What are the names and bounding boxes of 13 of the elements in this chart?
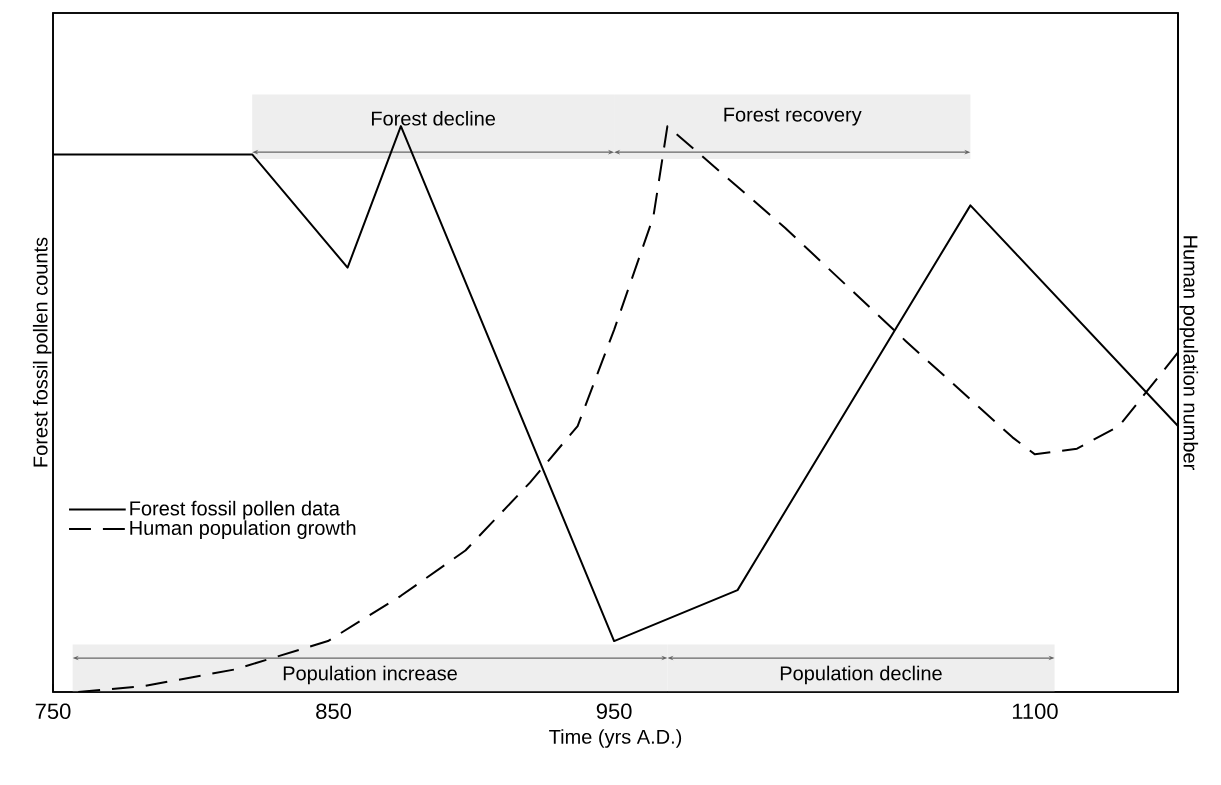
y-axis-title: Forest fossil pollen counts [32,237,52,467]
band-label: Population increase [283,665,457,685]
y2-axis-title: Human population number [1179,236,1199,470]
x-tick-label: 950 [596,703,632,720]
legend-label: Forest fossil pollen data [130,500,340,520]
x-tick-label: 750 [35,703,71,720]
x-tick-label: 1100 [1012,703,1058,720]
x-tick-label: 850 [316,703,352,720]
band-label: Forest recovery [724,107,862,126]
band-label: Forest decline [371,110,496,126]
band-label: Population decline [780,665,942,685]
legend-label: Human population growth [130,520,356,539]
x-axis-title: Time (yrs A.D.) [549,729,682,748]
